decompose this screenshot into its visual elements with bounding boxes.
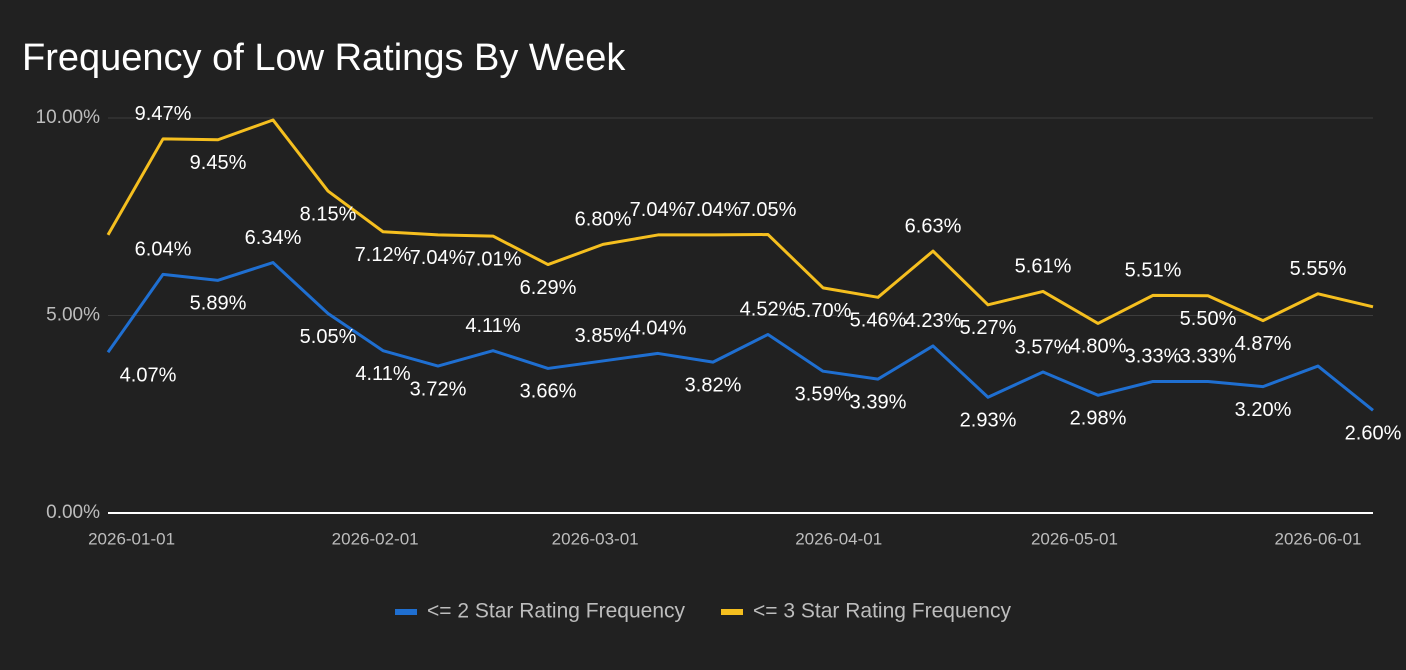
x-tick-label: 2026-03-01 <box>552 529 639 548</box>
legend-swatch <box>395 609 418 615</box>
data-label: 7.04% <box>630 199 687 221</box>
legend-label: <= 3 Star Rating Frequency <box>753 600 1011 623</box>
data-label: 5.61% <box>1015 256 1072 278</box>
data-label: 3.72% <box>410 378 467 400</box>
data-label: 5.89% <box>190 293 247 315</box>
data-label: 3.59% <box>795 383 852 405</box>
chart-title: Frequency of Low Ratings By Week <box>22 37 626 79</box>
x-tick-label: 2026-05-01 <box>1031 529 1118 548</box>
data-label: 7.12% <box>355 244 412 266</box>
data-label: 5.55% <box>1290 258 1347 280</box>
data-label: 2.93% <box>960 410 1017 432</box>
data-label: 6.04% <box>135 239 192 261</box>
y-tick-label: 0.00% <box>46 502 100 523</box>
data-label: 8.15% <box>300 203 357 225</box>
data-label: 5.46% <box>850 310 907 332</box>
x-tick-label: 2026-01-01 <box>88 529 175 548</box>
data-label: 5.50% <box>1180 308 1237 330</box>
data-label: 7.04% <box>410 247 467 269</box>
data-label: 5.27% <box>960 317 1017 339</box>
data-label: 4.52% <box>740 299 797 321</box>
series-line <box>106 261 1374 412</box>
data-label: 7.01% <box>465 248 522 270</box>
x-tick-label: 2026-02-01 <box>332 529 419 548</box>
data-label: 3.33% <box>1125 346 1182 368</box>
y-tick-label: 10.00% <box>36 107 101 128</box>
data-label: 3.20% <box>1235 399 1292 421</box>
x-tick-label: 2026-04-01 <box>795 529 882 548</box>
data-label: 4.87% <box>1235 333 1292 355</box>
data-label: 5.05% <box>300 326 357 348</box>
data-label: 3.85% <box>575 325 632 347</box>
data-label: 7.04% <box>685 199 742 221</box>
data-label: 4.11% <box>465 315 520 337</box>
series-line <box>106 118 1374 325</box>
data-label: 6.29% <box>520 277 577 299</box>
data-label: 4.11% <box>355 363 410 385</box>
x-tick-label: 2026-06-01 <box>1275 529 1362 548</box>
legend-label: <= 2 Star Rating Frequency <box>427 600 685 623</box>
data-label: 2.60% <box>1345 423 1402 445</box>
data-label: 3.66% <box>520 381 577 403</box>
y-tick-label: 5.00% <box>46 305 100 326</box>
data-label: 4.80% <box>1070 336 1127 358</box>
data-label: 6.80% <box>575 209 632 231</box>
legend: <= 2 Star Rating Frequency <= 3 Star Rati… <box>395 600 1011 623</box>
data-label: 9.47% <box>135 103 192 125</box>
data-label: 5.51% <box>1125 260 1182 282</box>
data-label: 3.57% <box>1015 336 1072 358</box>
data-label: 3.82% <box>685 374 742 396</box>
data-label: 6.63% <box>905 215 962 237</box>
legend-swatch <box>721 609 743 615</box>
data-label: 6.34% <box>245 227 302 249</box>
data-label: 3.33% <box>1180 346 1237 368</box>
data-label: 3.39% <box>850 391 907 413</box>
data-label: 4.23% <box>905 310 962 332</box>
data-label: 7.05% <box>740 199 797 221</box>
data-label: 2.98% <box>1070 408 1127 430</box>
data-label: 4.07% <box>120 365 177 387</box>
data-label: 4.04% <box>630 318 687 340</box>
data-label: 9.45% <box>190 152 247 174</box>
data-label: 5.70% <box>795 300 852 322</box>
